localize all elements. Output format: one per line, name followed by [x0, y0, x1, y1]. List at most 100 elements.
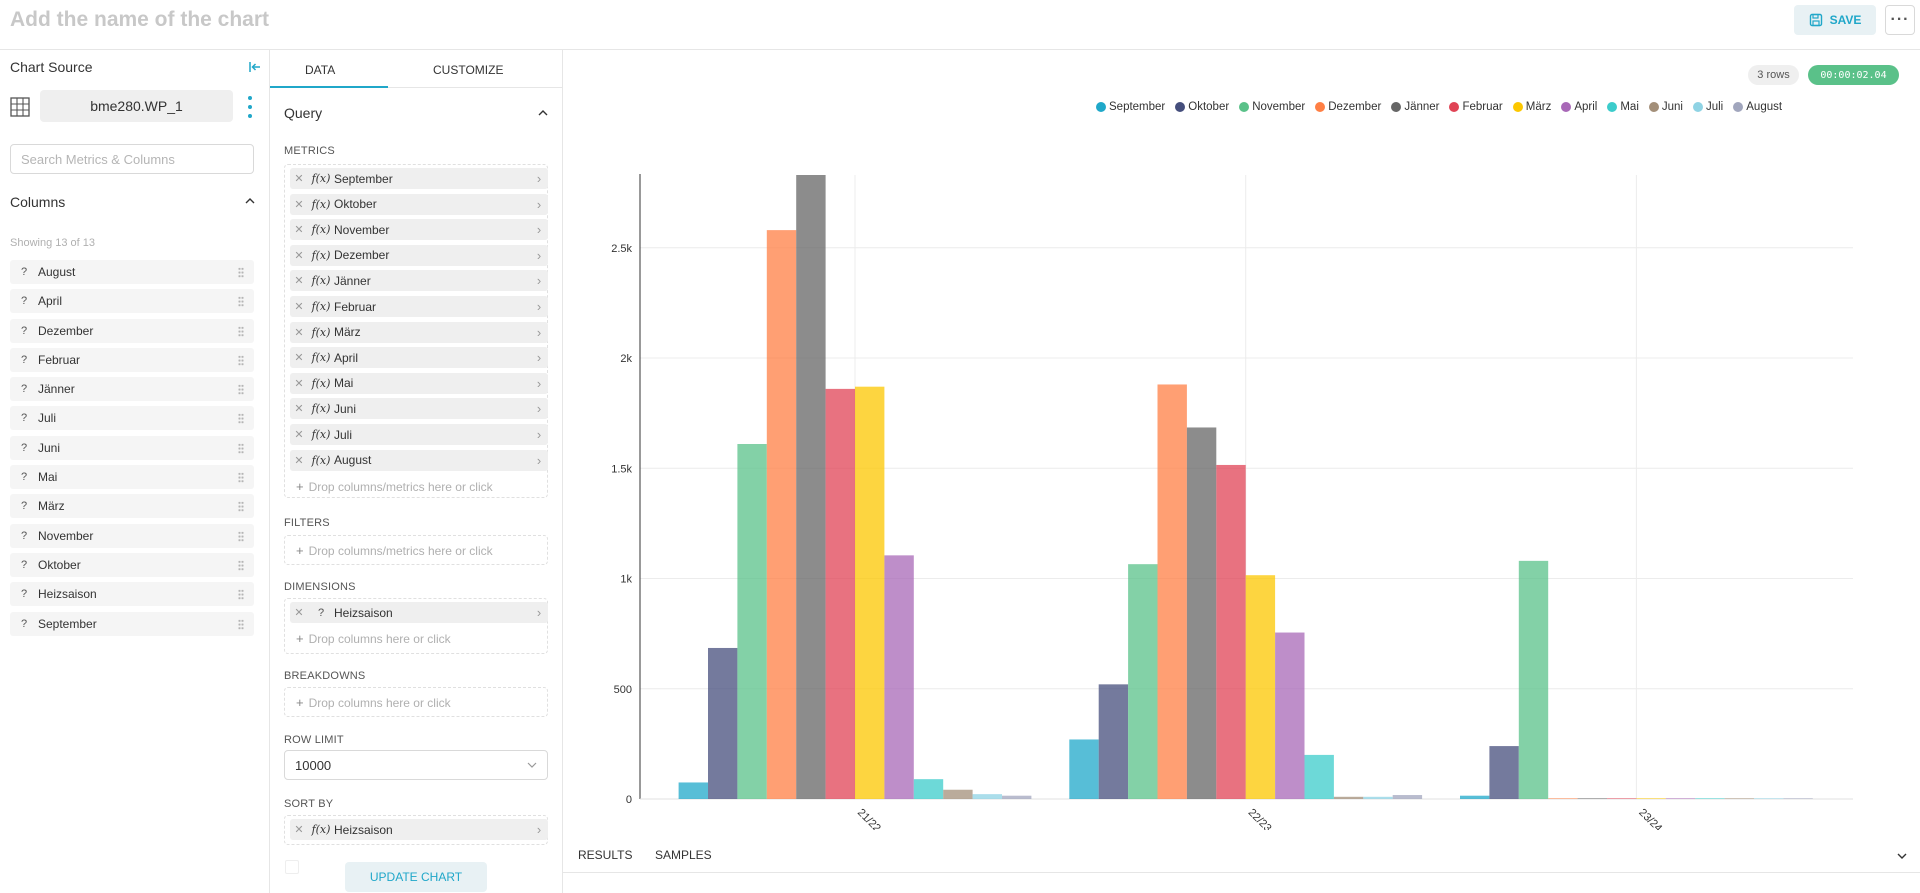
- column-item[interactable]: ? Juni: [10, 435, 254, 460]
- update-chart-button[interactable]: UPDATE CHART: [345, 862, 487, 892]
- close-icon[interactable]: ✕: [294, 352, 304, 365]
- bar[interactable]: [1754, 798, 1784, 799]
- close-icon[interactable]: ✕: [294, 377, 304, 390]
- bar[interactable]: [796, 175, 826, 799]
- legend-item[interactable]: Februar: [1449, 101, 1503, 113]
- bar[interactable]: [1392, 795, 1423, 799]
- bar[interactable]: [1665, 798, 1696, 799]
- column-item[interactable]: ? September: [10, 611, 254, 636]
- bar[interactable]: [1636, 798, 1666, 799]
- bar[interactable]: [913, 779, 944, 799]
- chevron-up-icon[interactable]: [243, 194, 257, 208]
- close-icon[interactable]: ✕: [294, 454, 304, 467]
- column-item[interactable]: ? März: [10, 494, 254, 519]
- bar[interactable]: [1002, 795, 1032, 799]
- bar[interactable]: [825, 388, 855, 799]
- row-limit-select[interactable]: 10000: [284, 750, 548, 780]
- bar[interactable]: [1363, 796, 1393, 799]
- drag-handle-icon[interactable]: [238, 501, 244, 513]
- close-icon[interactable]: ✕: [294, 607, 304, 619]
- tab-data[interactable]: DATA: [305, 63, 336, 77]
- dataset-menu-icon[interactable]: [246, 96, 254, 118]
- close-icon[interactable]: ✕: [294, 429, 304, 441]
- tab-customize[interactable]: CUSTOMIZE: [433, 63, 504, 77]
- metric-item[interactable]: ✕ f(x) April ›: [290, 347, 548, 369]
- close-icon[interactable]: ✕: [294, 249, 304, 262]
- bar[interactable]: [1607, 798, 1637, 799]
- bar[interactable]: [766, 230, 797, 800]
- drag-handle-icon[interactable]: [238, 384, 244, 396]
- bar[interactable]: [1783, 798, 1813, 799]
- bar[interactable]: [708, 647, 738, 799]
- collapse-panel-icon[interactable]: [248, 60, 262, 74]
- bar[interactable]: [1157, 384, 1187, 799]
- drag-handle-icon[interactable]: [238, 354, 244, 366]
- legend-item[interactable]: November: [1239, 101, 1305, 113]
- metric-item[interactable]: ✕ f(x) Jänner ›: [290, 270, 548, 292]
- sort-by-item[interactable]: ✕ f(x) Heizsaison ›: [290, 819, 548, 840]
- drag-handle-icon[interactable]: [238, 618, 244, 630]
- bar[interactable]: [1128, 564, 1158, 799]
- tab-samples[interactable]: SAMPLES: [655, 848, 712, 862]
- breakdowns-drop-hint[interactable]: + Drop columns here or click: [296, 695, 451, 710]
- legend-item[interactable]: Juli: [1692, 101, 1723, 113]
- dimension-item[interactable]: ✕ ? Heizsaison ›: [290, 602, 548, 623]
- column-item[interactable]: ? Februar: [10, 347, 254, 372]
- drag-handle-icon[interactable]: [238, 325, 244, 337]
- close-icon[interactable]: ✕: [294, 224, 304, 237]
- save-button[interactable]: SAVE: [1794, 5, 1876, 35]
- bar[interactable]: [1333, 796, 1364, 799]
- search-metrics-input[interactable]: [10, 144, 254, 174]
- chevron-down-icon[interactable]: [1896, 850, 1908, 862]
- bar[interactable]: [943, 789, 973, 799]
- bar[interactable]: [737, 444, 767, 799]
- bar[interactable]: [1489, 746, 1519, 799]
- close-icon[interactable]: ✕: [294, 198, 304, 211]
- metric-item[interactable]: ✕ f(x) November ›: [290, 219, 548, 241]
- bar[interactable]: [678, 782, 708, 799]
- metric-item[interactable]: ✕ f(x) Oktober ›: [290, 193, 548, 215]
- more-options-button[interactable]: ···: [1885, 5, 1915, 35]
- close-icon[interactable]: ✕: [294, 301, 304, 313]
- column-item[interactable]: ? August: [10, 260, 254, 284]
- column-item[interactable]: ? Jänner: [10, 377, 254, 402]
- bar[interactable]: [855, 386, 885, 799]
- bar[interactable]: [1216, 464, 1246, 799]
- legend-item[interactable]: Oktober: [1175, 101, 1229, 113]
- dimensions-drop-hint[interactable]: + Drop columns here or click: [296, 631, 451, 646]
- bar[interactable]: [1548, 798, 1578, 799]
- column-item[interactable]: ? Heizsaison: [10, 582, 254, 607]
- metrics-drop-hint[interactable]: + Drop columns/metrics here or click: [296, 479, 493, 494]
- sort-descending-checkbox[interactable]: [285, 860, 299, 874]
- close-icon[interactable]: ✕: [294, 275, 304, 288]
- drag-handle-icon[interactable]: [238, 296, 244, 308]
- bar[interactable]: [1245, 575, 1276, 799]
- close-icon[interactable]: ✕: [294, 326, 304, 339]
- bar[interactable]: [884, 555, 914, 799]
- drag-handle-icon[interactable]: [238, 530, 244, 542]
- close-icon[interactable]: ✕: [294, 403, 304, 416]
- metric-item[interactable]: ✕ f(x) September ›: [290, 168, 548, 189]
- drag-handle-icon[interactable]: [238, 267, 244, 278]
- bar[interactable]: [1724, 798, 1754, 799]
- column-item[interactable]: ? Oktober: [10, 552, 254, 577]
- legend-item[interactable]: April: [1561, 101, 1597, 113]
- chevron-up-icon[interactable]: [536, 106, 550, 120]
- close-icon[interactable]: ✕: [294, 173, 304, 185]
- legend-item[interactable]: Dezember: [1315, 101, 1381, 113]
- metric-item[interactable]: ✕ f(x) Mai ›: [290, 372, 548, 394]
- bar[interactable]: [1577, 798, 1607, 799]
- legend-item[interactable]: September: [1096, 101, 1165, 113]
- bar[interactable]: [1098, 684, 1129, 799]
- tab-results[interactable]: RESULTS: [578, 848, 633, 862]
- dataset-name[interactable]: bme280.WP_1: [40, 90, 233, 122]
- drag-handle-icon[interactable]: [238, 413, 244, 425]
- legend-item[interactable]: Mai: [1607, 101, 1639, 113]
- filters-drop-hint[interactable]: + Drop columns/metrics here or click: [296, 543, 493, 558]
- legend-item[interactable]: Juni: [1648, 101, 1683, 113]
- bar[interactable]: [1460, 795, 1490, 799]
- bar[interactable]: [1518, 560, 1549, 799]
- close-icon[interactable]: ✕: [294, 824, 304, 836]
- bar[interactable]: [972, 794, 1002, 799]
- legend-item[interactable]: August: [1733, 101, 1782, 113]
